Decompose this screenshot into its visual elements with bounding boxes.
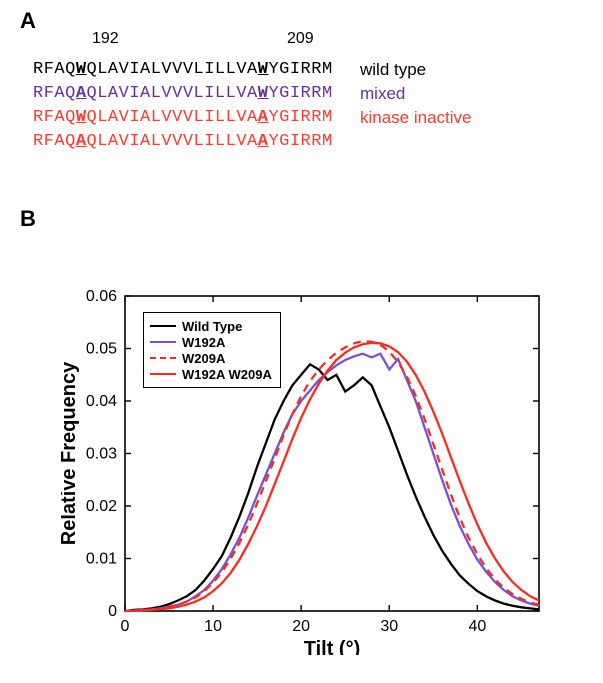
pos-209: 209 [287, 30, 314, 48]
sequence-row: RFAQAQLAVIALVVVLILLVAWYGIRRM [33, 82, 333, 106]
sequence-annotation: kinase inactive [360, 108, 472, 128]
legend-label: W192A [182, 335, 225, 350]
x-tick-label: 20 [292, 618, 310, 635]
legend-item: W209A [150, 350, 272, 366]
sequence-annotation: mixed [360, 84, 405, 104]
legend-item: W192A [150, 334, 272, 350]
y-tick-label: 0 [108, 603, 117, 620]
legend-label: W209A [182, 351, 225, 366]
panel-b-label: B [20, 206, 36, 232]
legend-swatch [150, 325, 176, 327]
sequence-row: RFAQWQLAVIALVVVLILLVAAYGIRRM [33, 106, 333, 130]
series-line [125, 354, 539, 611]
x-axis-title: Tilt (°) [304, 638, 361, 655]
legend-swatch [150, 357, 176, 359]
y-tick-label: 0.01 [86, 551, 117, 568]
sequence-block: RFAQWQLAVIALVVVLILLVAWYGIRRMRFAQAQLAVIAL… [33, 58, 333, 154]
y-tick-label: 0.02 [86, 498, 117, 515]
y-tick-label: 0.05 [86, 341, 117, 358]
legend-swatch [150, 373, 176, 375]
pos-192: 192 [92, 30, 119, 48]
sequence-row: RFAQWQLAVIALVVVLILLVAWYGIRRM [33, 58, 333, 82]
legend-label: Wild Type [182, 319, 242, 334]
chart-svg: 0 0.01 0.02 0.03 0.04 0.05 0.06 0 10 20 30 40 Tilt (… [61, 290, 561, 655]
y-tick-label: 0.06 [86, 290, 117, 305]
legend-item: Wild Type [150, 318, 272, 334]
legend-swatch [150, 341, 176, 343]
y-tick-label: 0.03 [86, 446, 117, 463]
chart-legend: Wild TypeW192AW209AW192A W209A [143, 312, 281, 388]
y-tick-label: 0.04 [86, 393, 117, 410]
legend-item: W192A W209A [150, 366, 272, 382]
tilt-frequency-chart: 0 0.01 0.02 0.03 0.04 0.05 0.06 0 10 20 30 40 Tilt (… [61, 290, 561, 655]
x-tick-label: 40 [468, 618, 486, 635]
legend-label: W192A W209A [182, 367, 272, 382]
x-tick-label: 10 [204, 618, 222, 635]
y-axis-title: Relative Frequency [61, 361, 80, 545]
sequence-row: RFAQAQLAVIALVVVLILLVAAYGIRRM [33, 130, 333, 154]
panel-a-label: A [20, 8, 36, 34]
series-line [125, 364, 539, 611]
x-tick-label: 30 [380, 618, 398, 635]
sequence-annotation: wild type [360, 60, 426, 80]
x-tick-label: 0 [121, 618, 130, 635]
